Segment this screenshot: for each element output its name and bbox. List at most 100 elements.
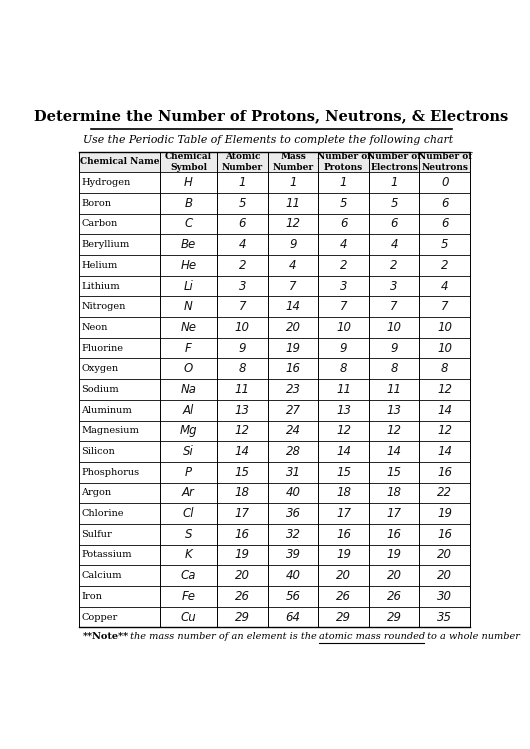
Text: Nitrogen: Nitrogen — [82, 303, 126, 312]
Text: 29: 29 — [387, 610, 402, 624]
Text: S: S — [185, 528, 192, 541]
Text: Na: Na — [181, 383, 197, 396]
Text: Cl: Cl — [183, 507, 195, 520]
Text: 16: 16 — [286, 363, 301, 375]
Text: 12: 12 — [336, 425, 351, 437]
Text: 16: 16 — [235, 528, 250, 541]
Text: 7: 7 — [238, 300, 246, 313]
Text: 11: 11 — [336, 383, 351, 396]
Text: Ar: Ar — [182, 486, 195, 500]
Text: Carbon: Carbon — [82, 219, 118, 228]
Text: 1: 1 — [340, 176, 347, 189]
Text: 14: 14 — [437, 445, 452, 458]
Text: 32: 32 — [286, 528, 301, 541]
Text: 15: 15 — [336, 466, 351, 479]
Text: 1: 1 — [289, 176, 297, 189]
Text: 11: 11 — [387, 383, 402, 396]
Text: Lithium: Lithium — [82, 282, 120, 291]
Text: Al: Al — [183, 404, 194, 416]
Text: Cu: Cu — [181, 610, 197, 624]
Text: Helium: Helium — [82, 261, 118, 270]
Text: 40: 40 — [286, 569, 301, 582]
Text: Ne: Ne — [181, 321, 197, 334]
Text: Boron: Boron — [82, 198, 111, 207]
Text: Sodium: Sodium — [82, 385, 119, 394]
Text: 1: 1 — [238, 176, 246, 189]
Text: 9: 9 — [340, 342, 347, 354]
Text: H: H — [184, 176, 193, 189]
Text: 3: 3 — [238, 279, 246, 293]
Text: 3: 3 — [391, 279, 398, 293]
Text: 14: 14 — [286, 300, 301, 313]
Text: Argon: Argon — [82, 488, 112, 497]
Text: 17: 17 — [336, 507, 351, 520]
Text: N: N — [184, 300, 193, 313]
Text: Phosphorus: Phosphorus — [82, 467, 139, 477]
Text: 8: 8 — [391, 363, 398, 375]
Text: to a whole number: to a whole number — [425, 632, 520, 641]
Text: 26: 26 — [235, 590, 250, 603]
Text: 19: 19 — [235, 548, 250, 562]
Text: 5: 5 — [391, 197, 398, 210]
Text: F: F — [185, 342, 192, 354]
Text: 20: 20 — [387, 569, 402, 582]
Text: Number of
Electrons: Number of Electrons — [367, 152, 421, 172]
Text: 17: 17 — [235, 507, 250, 520]
Text: Number of
Protons: Number of Protons — [316, 152, 370, 172]
Text: 18: 18 — [336, 486, 351, 500]
Text: 13: 13 — [336, 404, 351, 416]
Text: 10: 10 — [336, 321, 351, 334]
Text: 4: 4 — [289, 259, 297, 272]
Text: 9: 9 — [391, 342, 398, 354]
Text: Oxygen: Oxygen — [82, 364, 119, 373]
Text: 10: 10 — [387, 321, 402, 334]
Text: 12: 12 — [437, 383, 452, 396]
Text: 3: 3 — [340, 279, 347, 293]
Text: 6: 6 — [441, 197, 448, 210]
Text: 39: 39 — [286, 548, 301, 562]
Text: Mg: Mg — [180, 425, 197, 437]
Text: 17: 17 — [387, 507, 402, 520]
Text: 12: 12 — [437, 425, 452, 437]
Text: 8: 8 — [340, 363, 347, 375]
Text: 12: 12 — [387, 425, 402, 437]
Text: 6: 6 — [238, 217, 246, 231]
Text: 35: 35 — [437, 610, 452, 624]
Text: Be: Be — [181, 238, 196, 251]
Text: 16: 16 — [387, 528, 402, 541]
Text: 4: 4 — [391, 238, 398, 251]
Text: C: C — [184, 217, 192, 231]
Text: 7: 7 — [391, 300, 398, 313]
Text: 29: 29 — [235, 610, 250, 624]
Text: B: B — [184, 197, 192, 210]
Text: 2: 2 — [238, 259, 246, 272]
Text: 6: 6 — [340, 217, 347, 231]
Text: P: P — [185, 466, 192, 479]
Text: 5: 5 — [441, 238, 448, 251]
Text: Chemical
Symbol: Chemical Symbol — [165, 152, 212, 172]
Text: Atomic
Number: Atomic Number — [222, 152, 263, 172]
Text: 0: 0 — [441, 176, 448, 189]
Text: 14: 14 — [437, 404, 452, 416]
Text: 56: 56 — [286, 590, 301, 603]
Text: 1: 1 — [391, 176, 398, 189]
Text: K: K — [184, 548, 192, 562]
Text: 13: 13 — [387, 404, 402, 416]
Text: 6: 6 — [391, 217, 398, 231]
Text: Magnesium: Magnesium — [82, 426, 139, 435]
Text: 23: 23 — [286, 383, 301, 396]
Text: 4: 4 — [238, 238, 246, 251]
Text: Sulfur: Sulfur — [82, 530, 112, 539]
Text: 5: 5 — [340, 197, 347, 210]
Text: Use the Periodic Table of Elements to complete the following chart: Use the Periodic Table of Elements to co… — [83, 135, 453, 145]
Text: 40: 40 — [286, 486, 301, 500]
Text: 19: 19 — [387, 548, 402, 562]
Text: 26: 26 — [387, 590, 402, 603]
Text: Ca: Ca — [181, 569, 196, 582]
Text: 19: 19 — [286, 342, 301, 354]
Text: Li: Li — [184, 279, 193, 293]
Text: atomic mass rounded: atomic mass rounded — [319, 632, 425, 641]
Text: Determine the Number of Protons, Neutrons, & Electrons: Determine the Number of Protons, Neutron… — [34, 109, 509, 123]
Text: the mass number of an element is the: the mass number of an element is the — [127, 632, 320, 641]
Text: 18: 18 — [235, 486, 250, 500]
